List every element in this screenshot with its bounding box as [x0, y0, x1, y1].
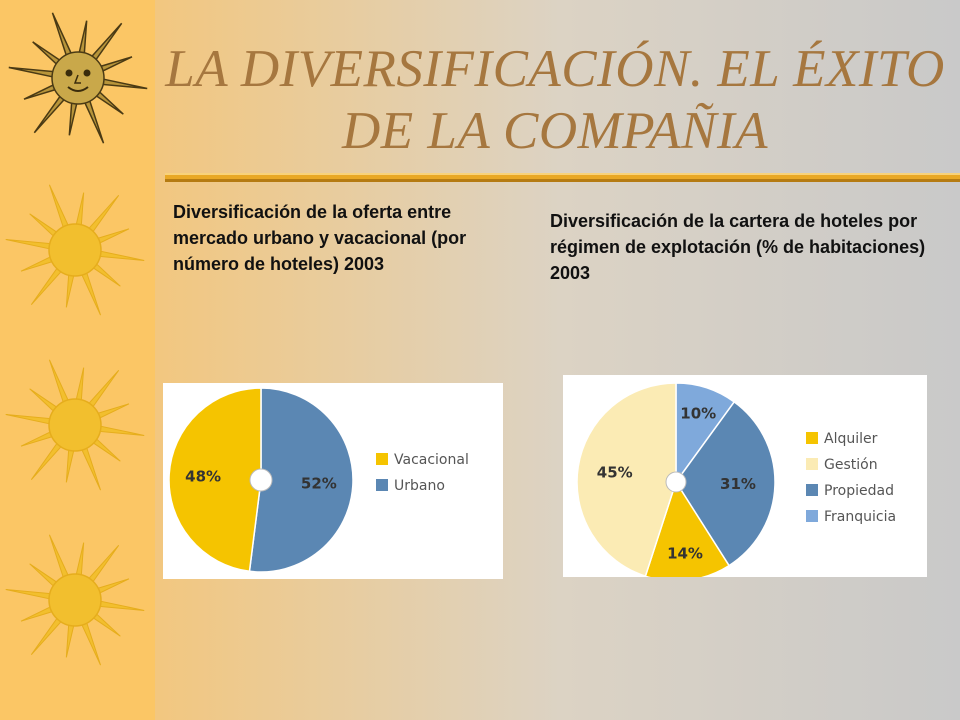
legend-label: Propiedad	[824, 483, 894, 499]
legend-swatch	[806, 484, 818, 496]
sun-icon	[5, 359, 145, 491]
pie-slice-vacacional	[168, 387, 262, 573]
left-chart-caption: Diversificación de la oferta entre merca…	[173, 202, 467, 274]
market-pie-svg: 52% 48% Vacacional Urbano	[168, 387, 469, 573]
legend-swatch	[806, 458, 818, 470]
pie-center-hole	[665, 471, 687, 493]
pie-slice-label: 14%	[667, 544, 703, 562]
sun-decorations	[5, 12, 148, 666]
pie-slice-alquiler	[644, 480, 731, 577]
pie-slice-label: 52%	[301, 475, 337, 493]
decorative-sidebar	[0, 0, 155, 720]
legend-swatch	[806, 432, 818, 444]
regime-pie-svg: 10% 31% 14% 45% Alquiler Gestión Propiedad Fran…	[576, 382, 896, 577]
right-chart-caption: Diversificación de la cartera de hoteles…	[550, 211, 926, 283]
legend-swatch	[376, 453, 388, 465]
legend-label: Gestión	[824, 457, 878, 473]
pie-slice-label: 48%	[185, 467, 221, 485]
slide-title: LA DIVERSIFICACIÓN. EL ÉXITO DE LA COMPA…	[165, 40, 945, 160]
legend-label: Urbano	[394, 478, 445, 494]
legend-label: Alquiler	[824, 431, 878, 447]
legend-label: Vacacional	[394, 452, 469, 468]
pie-slice-urbano	[248, 387, 354, 573]
pie-slice-label: 31%	[720, 475, 756, 493]
pie-slice-propiedad	[675, 400, 776, 567]
pie-center-hole	[249, 468, 273, 492]
title-underline	[165, 173, 960, 182]
regime-pie-chart: 10% 31% 14% 45% Alquiler Gestión Propiedad Fran…	[563, 375, 927, 577]
sun-icon	[5, 184, 145, 316]
pie-slice-label: 45%	[597, 463, 633, 481]
legend-swatch	[376, 479, 388, 491]
legend-swatch	[806, 510, 818, 522]
market-pie-chart: 52% 48% Vacacional Urbano	[163, 383, 503, 579]
pie-slice-label: 10%	[680, 405, 716, 423]
legend-label: Franquicia	[824, 509, 896, 525]
sun-face-icon	[8, 12, 148, 144]
pie-slice-gestion	[576, 382, 677, 577]
sun-icon	[5, 534, 145, 666]
